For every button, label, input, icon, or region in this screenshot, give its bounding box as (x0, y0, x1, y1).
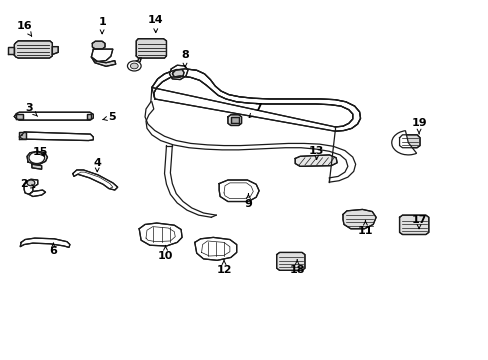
Text: 4: 4 (93, 158, 101, 172)
Polygon shape (342, 210, 375, 229)
Polygon shape (27, 151, 47, 164)
Polygon shape (14, 112, 93, 120)
Polygon shape (219, 180, 259, 202)
Text: 13: 13 (308, 145, 324, 159)
Polygon shape (20, 238, 70, 247)
Polygon shape (129, 58, 141, 66)
Polygon shape (8, 47, 14, 54)
Polygon shape (169, 65, 187, 80)
Circle shape (127, 61, 141, 71)
Text: 18: 18 (289, 260, 305, 275)
Polygon shape (19, 132, 26, 139)
Wedge shape (391, 131, 416, 155)
Text: 11: 11 (357, 220, 372, 236)
Text: 10: 10 (158, 246, 173, 261)
Text: 19: 19 (410, 118, 426, 134)
Text: 12: 12 (216, 260, 231, 275)
Circle shape (130, 63, 138, 69)
Polygon shape (139, 223, 182, 246)
Text: 1: 1 (98, 17, 106, 34)
Polygon shape (92, 41, 105, 49)
Polygon shape (399, 215, 428, 234)
Polygon shape (16, 114, 23, 119)
Polygon shape (194, 237, 236, 260)
Text: 8: 8 (181, 50, 188, 67)
Text: 15: 15 (33, 147, 48, 157)
Polygon shape (24, 179, 38, 194)
Text: 9: 9 (244, 194, 252, 210)
Text: 3: 3 (25, 103, 38, 116)
Text: 5: 5 (102, 112, 116, 122)
Text: 6: 6 (49, 243, 57, 256)
Polygon shape (172, 69, 183, 77)
Polygon shape (227, 115, 241, 126)
Text: 16: 16 (16, 21, 32, 36)
Polygon shape (399, 135, 419, 148)
Text: 2: 2 (20, 179, 35, 189)
Polygon shape (29, 190, 45, 197)
Polygon shape (91, 57, 116, 66)
Polygon shape (52, 46, 58, 54)
Text: 14: 14 (148, 15, 163, 33)
Polygon shape (86, 114, 91, 119)
Polygon shape (73, 170, 118, 190)
Text: 17: 17 (410, 215, 426, 229)
Polygon shape (14, 41, 52, 58)
Polygon shape (152, 69, 360, 131)
Polygon shape (91, 49, 113, 62)
Circle shape (29, 152, 44, 163)
Circle shape (27, 180, 35, 186)
Text: 7: 7 (248, 103, 262, 118)
Polygon shape (32, 164, 41, 169)
Polygon shape (276, 252, 305, 270)
Polygon shape (136, 39, 166, 58)
Polygon shape (19, 132, 93, 140)
Polygon shape (295, 155, 336, 166)
Polygon shape (230, 117, 238, 123)
